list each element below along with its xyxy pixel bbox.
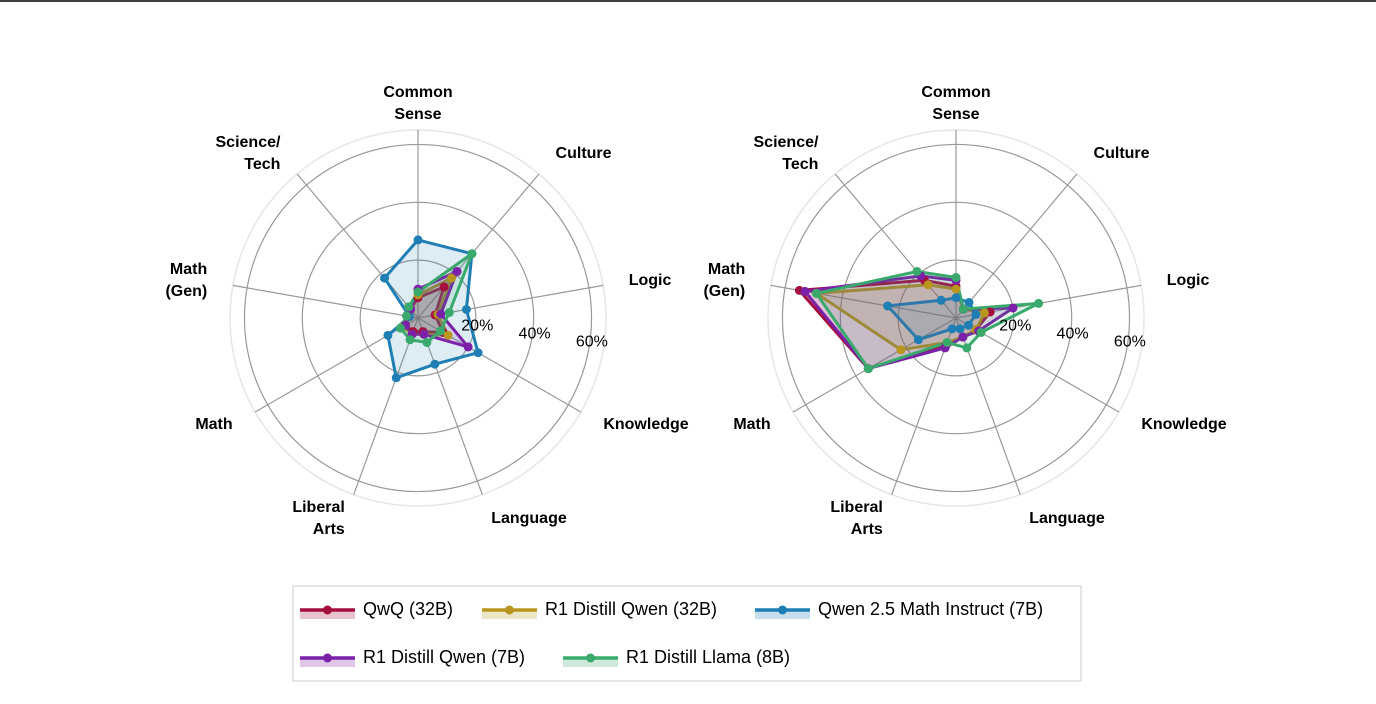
spoke bbox=[834, 173, 957, 319]
category-label: Logic bbox=[629, 272, 672, 289]
data-point bbox=[380, 273, 390, 283]
data-point bbox=[395, 323, 405, 333]
data-point bbox=[446, 273, 456, 283]
data-point bbox=[461, 304, 471, 314]
data-point bbox=[958, 304, 968, 314]
data-point bbox=[964, 297, 974, 307]
data-point bbox=[923, 280, 933, 290]
category-label: Liberal Arts bbox=[830, 499, 883, 538]
data-point bbox=[422, 337, 432, 347]
data-point bbox=[962, 343, 972, 353]
data-point bbox=[405, 335, 415, 345]
data-point bbox=[383, 330, 393, 340]
series-area bbox=[814, 270, 1041, 371]
data-point bbox=[436, 309, 446, 319]
category-label: Common Sense bbox=[383, 84, 452, 123]
category-label: Culture bbox=[1094, 145, 1150, 162]
category-label: Science/Tech bbox=[216, 134, 281, 173]
data-point bbox=[951, 284, 961, 294]
data-point bbox=[391, 373, 401, 383]
category-label: Common Sense bbox=[921, 84, 990, 123]
r-tick-label: 40% bbox=[519, 325, 551, 342]
spoke bbox=[417, 317, 483, 495]
data-point bbox=[976, 327, 986, 337]
r-tick-label: 20% bbox=[999, 317, 1031, 334]
legend-label: R1 Distill Qwen (7B) bbox=[363, 647, 525, 667]
spoke bbox=[232, 284, 419, 319]
data-point bbox=[958, 332, 968, 342]
spoke bbox=[296, 173, 419, 319]
r-tick-label: 60% bbox=[576, 333, 608, 350]
category-label: Logic bbox=[1167, 272, 1210, 289]
data-point bbox=[463, 342, 473, 352]
data-point bbox=[404, 302, 414, 312]
data-point bbox=[452, 266, 462, 276]
data-point bbox=[1008, 303, 1018, 313]
category-label: Liberal Arts bbox=[292, 499, 345, 538]
data-point bbox=[913, 335, 923, 345]
data-point bbox=[439, 282, 449, 292]
data-point bbox=[1034, 298, 1044, 308]
data-point bbox=[413, 287, 423, 297]
data-point bbox=[979, 308, 989, 318]
data-point bbox=[912, 266, 922, 276]
data-point bbox=[936, 295, 946, 305]
category-label: Math bbox=[733, 416, 770, 433]
data-point bbox=[430, 359, 440, 369]
legend-label: R1 Distill Llama (8B) bbox=[626, 647, 790, 667]
category-label: Language bbox=[491, 510, 567, 527]
legend-box bbox=[292, 585, 1082, 682]
category-label: Culture bbox=[556, 145, 612, 162]
legend-marker bbox=[778, 605, 787, 615]
r-tick-label: 20% bbox=[461, 317, 493, 334]
legend-marker bbox=[505, 605, 514, 615]
category-label: Math (Gen) bbox=[703, 261, 745, 300]
spoke bbox=[353, 317, 419, 495]
category-label: Knowledge bbox=[1141, 416, 1226, 433]
data-point bbox=[402, 311, 412, 321]
legend-marker bbox=[323, 605, 332, 615]
r-tick-label: 60% bbox=[1114, 333, 1146, 350]
category-label: Knowledge bbox=[603, 416, 688, 433]
legend-label: QwQ (32B) bbox=[363, 599, 453, 619]
data-point bbox=[971, 309, 981, 319]
data-point bbox=[951, 293, 961, 303]
category-label: Language bbox=[1029, 510, 1105, 527]
category-label: Math (Gen) bbox=[165, 261, 207, 300]
data-point bbox=[436, 326, 446, 336]
data-point bbox=[942, 337, 952, 347]
data-point bbox=[951, 273, 961, 283]
data-point bbox=[811, 288, 821, 298]
data-point bbox=[467, 249, 477, 259]
data-point bbox=[800, 286, 810, 296]
data-point bbox=[473, 348, 483, 358]
legend-marker bbox=[586, 653, 595, 663]
data-point bbox=[863, 364, 873, 374]
legend-label: Qwen 2.5 Math Instruct (7B) bbox=[818, 599, 1043, 619]
data-point bbox=[443, 330, 453, 340]
r-tick-label: 40% bbox=[1057, 325, 1089, 342]
spoke bbox=[417, 173, 540, 319]
category-label: Science/Tech bbox=[754, 134, 819, 173]
data-point bbox=[896, 345, 906, 355]
spoke bbox=[955, 173, 1078, 319]
legend-marker bbox=[323, 653, 332, 663]
data-point bbox=[444, 307, 454, 317]
data-point bbox=[947, 324, 957, 334]
data-point bbox=[883, 301, 893, 311]
legend-label: R1 Distill Qwen (32B) bbox=[545, 599, 717, 619]
category-label: Math bbox=[195, 416, 232, 433]
data-point bbox=[413, 235, 423, 245]
data-point bbox=[955, 324, 965, 334]
data-point bbox=[419, 329, 429, 339]
data-point bbox=[964, 320, 974, 330]
